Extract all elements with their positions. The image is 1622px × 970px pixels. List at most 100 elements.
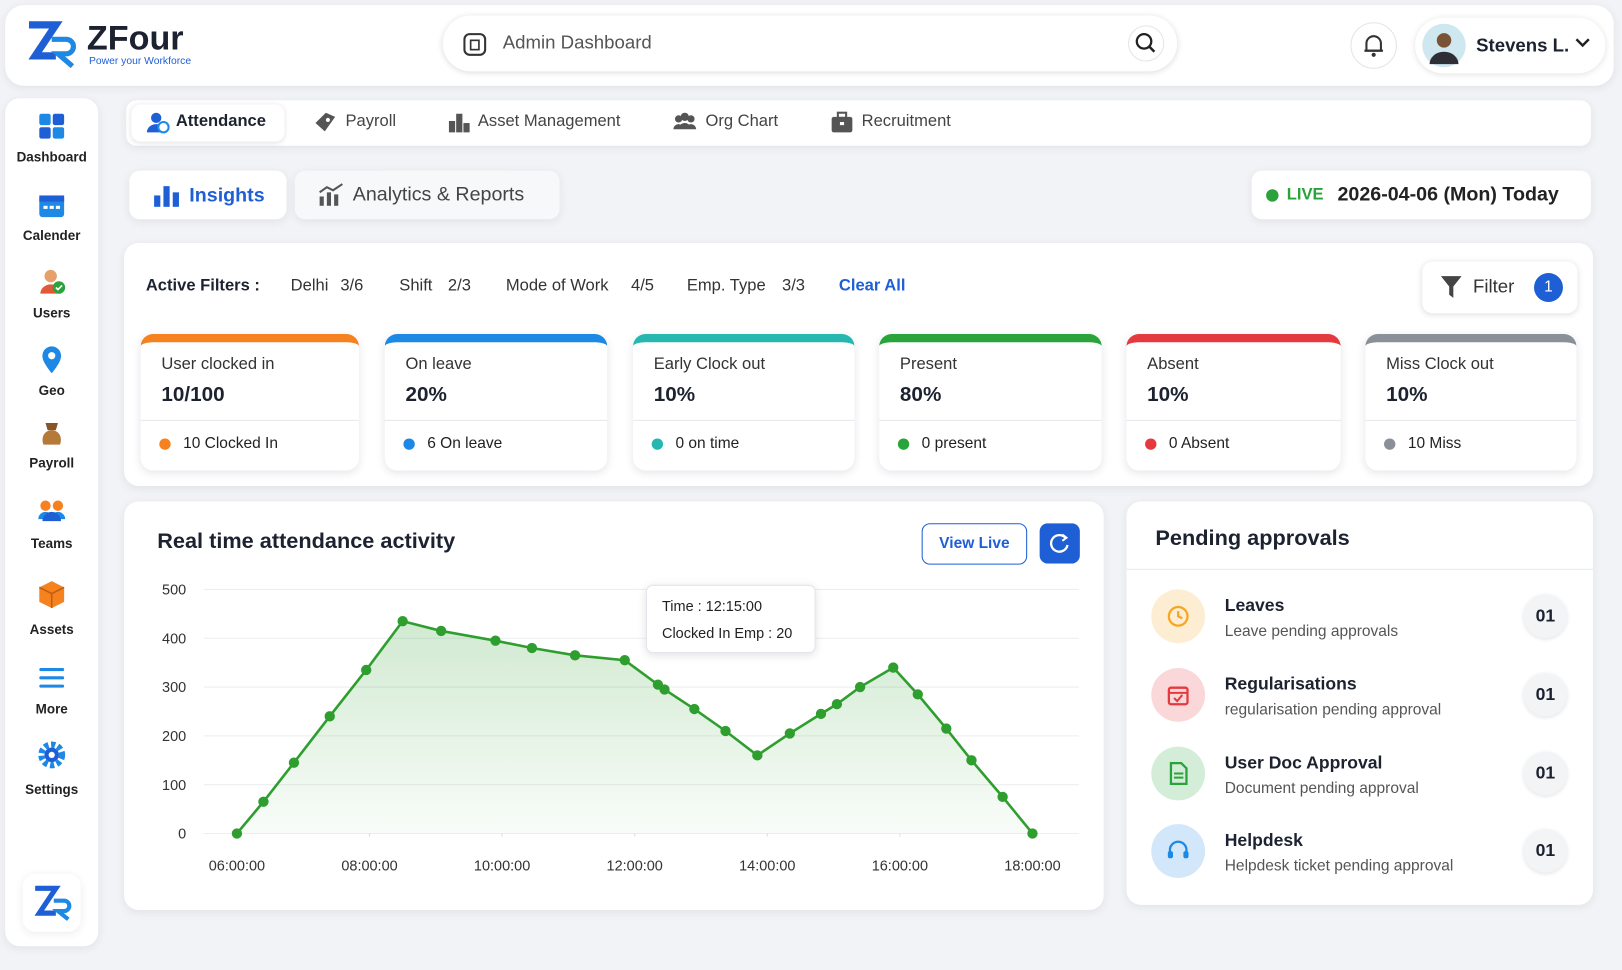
- brand-name: ZFour: [86, 18, 184, 57]
- filter-value: 3/3: [782, 277, 806, 295]
- search-icon[interactable]: [1127, 25, 1165, 62]
- refresh-button[interactable]: [1039, 523, 1080, 564]
- tab-label[interactable]: Asset Management: [477, 112, 621, 131]
- y-tick-label: 500: [162, 583, 186, 599]
- tooltip-time: Time : 12:15:00: [662, 599, 762, 615]
- card-dot: [1384, 438, 1396, 450]
- tab-label[interactable]: Attendance: [175, 112, 266, 131]
- point: [912, 689, 923, 700]
- card-note: 6 On leave: [427, 434, 503, 452]
- sidebar-label[interactable]: Users: [33, 305, 71, 321]
- point: [324, 711, 335, 722]
- point: [659, 684, 670, 695]
- approval-name: User Doc Approval: [1224, 752, 1383, 773]
- card-title: Early Clock out: [653, 355, 766, 374]
- line-chart: Real time attendance activity 0 100 200 300…: [157, 528, 1079, 875]
- stat-card: [1126, 334, 1341, 471]
- approval-name: Helpdesk: [1224, 830, 1303, 851]
- sidebar-label[interactable]: Assets: [29, 621, 74, 638]
- sidebar-label[interactable]: More: [35, 701, 68, 717]
- point: [752, 750, 763, 761]
- x-tick-label: 08:00:00: [341, 859, 397, 875]
- sidebar-icon: [39, 195, 65, 218]
- x-tick-label: 12:00:00: [607, 859, 663, 875]
- sidebar-label[interactable]: Calender: [22, 227, 81, 244]
- sidebar-label[interactable]: Settings: [25, 781, 79, 798]
- approval-name: Leaves: [1224, 595, 1285, 616]
- point: [966, 755, 977, 766]
- x-tick-label: 18:00:00: [1004, 859, 1060, 875]
- card-divider: [140, 419, 359, 421]
- card-note: 10 Miss: [1407, 434, 1462, 452]
- sidebar-label[interactable]: Dashboard: [16, 148, 87, 165]
- point: [435, 625, 447, 637]
- tab-label[interactable]: Recruitment: [861, 112, 951, 131]
- stat-card: [1365, 334, 1577, 471]
- divider: [1126, 568, 1593, 570]
- sidebar-label[interactable]: Payroll: [29, 455, 75, 471]
- point: [361, 664, 372, 676]
- point: [854, 681, 866, 693]
- user-name: Stevens L.: [1476, 35, 1570, 56]
- live-pill: [1251, 170, 1591, 220]
- card-note: 0 present: [921, 434, 987, 452]
- approval-count[interactable]: 01: [1523, 594, 1568, 639]
- point: [258, 796, 269, 807]
- tooltip: [645, 584, 816, 654]
- point: [397, 615, 408, 627]
- card-note: 0 Absent: [1168, 434, 1230, 452]
- card-value: 10%: [1386, 383, 1428, 407]
- point: [619, 655, 630, 666]
- sidebar-icon: [42, 422, 61, 445]
- point: [888, 662, 899, 673]
- live-dot: [1266, 189, 1279, 202]
- search-building-icon: [463, 33, 487, 56]
- stat-card: [140, 334, 359, 471]
- approval-icon: [1151, 746, 1206, 801]
- tab-bar: [126, 100, 1591, 146]
- y-tick-label: 0: [178, 827, 186, 843]
- approval-count[interactable]: 01: [1523, 829, 1568, 873]
- search-box[interactable]: [442, 15, 1178, 72]
- card-value: 10/100: [161, 383, 225, 407]
- tab-icon: [831, 111, 853, 133]
- sidebar-logo: [22, 873, 81, 932]
- clear-all[interactable]: Clear All: [838, 277, 906, 295]
- point: [1027, 828, 1038, 839]
- card-title: Miss Clock out: [1386, 355, 1494, 374]
- card-divider: [1126, 419, 1341, 421]
- approval-count[interactable]: 01: [1523, 673, 1568, 717]
- search-text: Admin Dashboard: [502, 32, 652, 53]
- avatar: [1422, 23, 1466, 68]
- date: 2026-04-06 (Mon) Today: [1337, 184, 1559, 206]
- sidebar-label[interactable]: Geo: [38, 382, 65, 399]
- approval-icon: [1151, 668, 1206, 722]
- card-dot: [403, 438, 415, 450]
- card-title: User clocked in: [161, 355, 275, 374]
- view-live-button[interactable]: View Live: [921, 523, 1028, 565]
- sidebar-icon: [42, 346, 62, 374]
- point: [569, 650, 581, 661]
- point: [490, 635, 501, 646]
- tab-icon: [448, 113, 470, 133]
- card-divider: [879, 419, 1102, 421]
- approval-desc: Helpdesk ticket pending approval: [1224, 857, 1454, 875]
- sidebar-icon: [39, 668, 65, 688]
- logo-small: [34, 885, 72, 921]
- line: [235, 619, 1034, 835]
- point: [815, 708, 827, 720]
- subtab-label: Analytics & Reports: [352, 184, 525, 206]
- subtab-analytics[interactable]: [294, 170, 560, 220]
- card-divider: [384, 419, 608, 421]
- approval-count[interactable]: 01: [1523, 751, 1568, 796]
- tab-label[interactable]: Org Chart: [705, 112, 779, 131]
- bell-button[interactable]: [1350, 22, 1398, 70]
- sidebar-icon: [38, 741, 66, 769]
- point: [526, 642, 538, 654]
- tab-label[interactable]: Payroll: [345, 112, 397, 131]
- stat-card: [633, 334, 855, 471]
- subtab-insights[interactable]: [129, 170, 287, 220]
- point: [997, 791, 1008, 803]
- sidebar-label[interactable]: Teams: [30, 535, 73, 552]
